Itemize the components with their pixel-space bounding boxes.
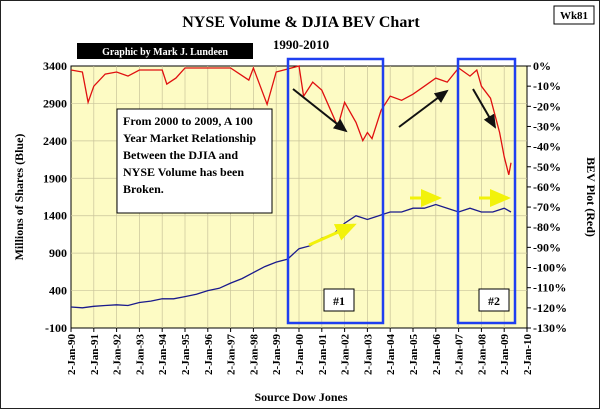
y-right-tick-label: -50%: [533, 160, 561, 174]
y-right-tick-label: -70%: [533, 200, 561, 214]
y-right-tick-label: -100%: [533, 261, 567, 275]
y-axis-left-label: Millions of Shares (Blue): [12, 134, 26, 261]
y-left-tick-label: 2400: [43, 134, 67, 148]
black-arrow-2: [398, 89, 449, 128]
highlight-box-1: [286, 57, 385, 325]
y-right-tick-label: -40%: [533, 140, 561, 154]
y-right-tick-label: -60%: [533, 180, 561, 194]
x-tick-label: 2-Jan-91: [89, 334, 101, 375]
x-tick-label: 2-Jan-97: [226, 334, 238, 375]
box-1-label: #1: [333, 294, 345, 308]
y-right-tick-label: -120%: [533, 301, 567, 315]
black-arrow-1: [292, 88, 348, 133]
x-tick-label: 2-Jan-02: [340, 334, 352, 375]
x-tick-label: 2-Jan-05: [408, 334, 420, 375]
source-label: Source Dow Jones: [254, 390, 347, 404]
annotation-text: From 2000 to 2009, A 100 Year Market Rela…: [123, 114, 256, 196]
y-right-tick-label: -110%: [533, 281, 566, 295]
x-tick-label: 2-Jan-01: [317, 334, 329, 375]
box-2-label-bg: [478, 288, 510, 312]
x-tick-label: 2-Jan-04: [385, 334, 397, 375]
x-tick-label: 2-Jan-90: [66, 334, 78, 375]
x-tick-label: 2-Jan-06: [431, 334, 443, 375]
y-left-tick-label: 2900: [43, 96, 67, 110]
credit-bg: [77, 43, 253, 59]
x-tick-label: 2-Jan-03: [362, 334, 374, 375]
y-left-tick-label: 900: [49, 246, 67, 260]
annotation-box: [116, 108, 273, 214]
black-arrow-3: [472, 88, 497, 129]
y-right-tick-label: -80%: [533, 220, 561, 234]
djia-bev-line: [70, 65, 512, 175]
y-left-tick-label: 3400: [43, 59, 67, 73]
x-tick-label: 2-Jan-00: [294, 334, 306, 375]
tag-box: [553, 5, 595, 25]
left-axis-ticks: 3400 2900 2400 1900 1400 900 400 -100: [43, 59, 67, 335]
y-axis-right-label: BEV Plot (Red): [584, 157, 598, 237]
x-axis-ticks: 2-Jan-90 2-Jan-91 2-Jan-92 2-Jan-93 2-Jan-94…: [66, 328, 534, 375]
annotation-line: Broken.: [123, 182, 164, 196]
x-tick-label: 2-Jan-94: [157, 334, 169, 375]
x-tick-label: 2-Jan-08: [476, 334, 488, 375]
y-right-tick-label: 0%: [533, 59, 551, 73]
annotation-line: NYSE Volume has been: [123, 165, 244, 179]
x-tick-label: 2-Jan-07: [454, 334, 466, 375]
x-tick-label: 2-Jan-09: [499, 334, 511, 375]
chart-title: NYSE Volume & DJIA BEV Chart: [182, 14, 420, 31]
x-tick-label: 2-Jan-99: [271, 334, 283, 375]
chart-subtitle: 1990-2010: [273, 37, 329, 52]
box-2-label: #2: [488, 294, 500, 308]
x-tick-label: 2-Jan-10: [522, 334, 534, 375]
annotation-line: Between the DJIA and: [123, 148, 238, 162]
y-left-tick-label: 1400: [43, 209, 67, 223]
box-1-label-bg: [323, 288, 355, 312]
right-axis-ticks: 0% -10% -20% -30% -40% -50% -60% -70% -80% -90% -1…: [527, 59, 567, 335]
y-right-tick-label: -20%: [533, 99, 561, 113]
y-left-tick-label: -100: [45, 321, 67, 335]
x-tick-label: 2-Jan-98: [248, 334, 260, 375]
x-tick-label: 2-Jan-95: [180, 334, 192, 375]
yellow-arrow-1: [308, 223, 357, 247]
y-right-tick-label: -10%: [533, 79, 561, 93]
credit-text: Graphic by Mark J. Lundeen: [102, 47, 228, 58]
y-right-tick-label: -30%: [533, 119, 561, 133]
x-tick-label: 2-Jan-96: [203, 334, 215, 375]
tag-text: Wk81: [560, 10, 588, 22]
x-tick-label: 2-Jan-93: [134, 334, 146, 375]
annotation-line: Year Market Relationship: [123, 131, 256, 145]
highlight-box-2: [456, 57, 517, 325]
y-right-tick-label: -130%: [533, 321, 567, 335]
x-tick-label: 2-Jan-92: [112, 334, 124, 375]
annotation-line: From 2000 to 2009, A 100: [123, 114, 253, 128]
y-left-tick-label: 1900: [43, 171, 67, 185]
y-left-tick-label: 400: [49, 284, 67, 298]
y-right-tick-label: -90%: [533, 240, 561, 254]
